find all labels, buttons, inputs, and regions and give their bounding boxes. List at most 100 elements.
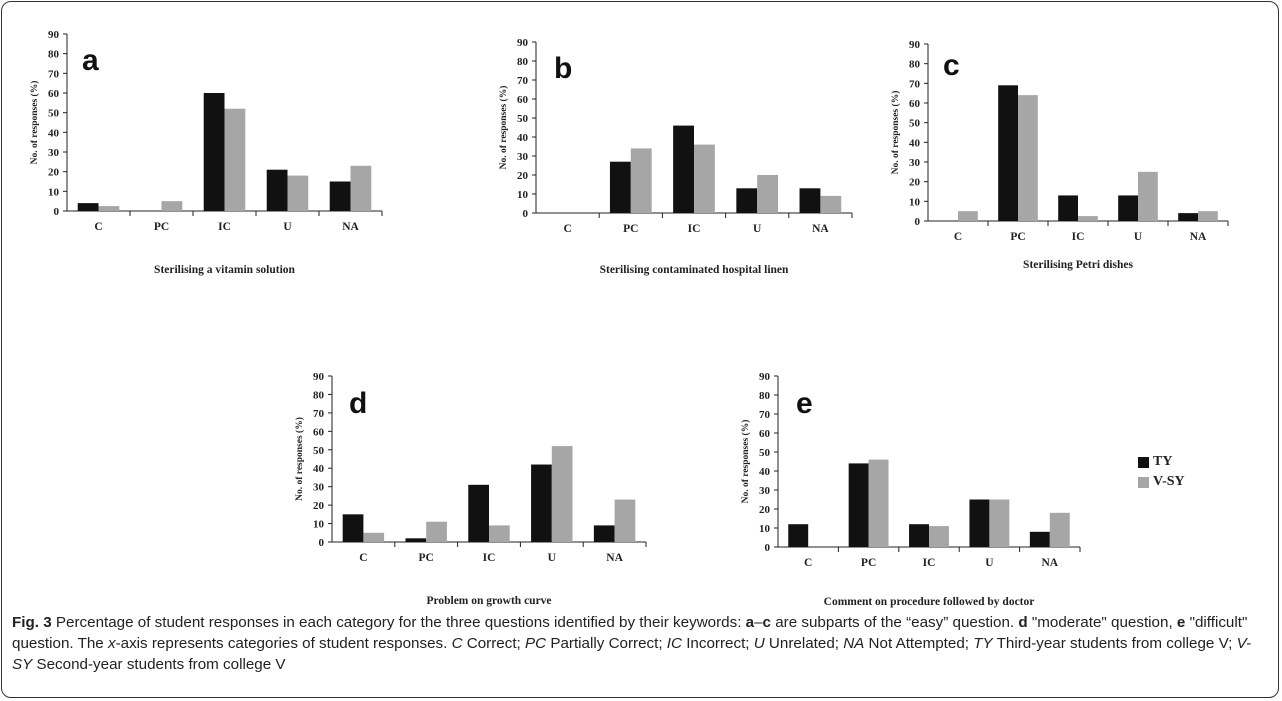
chart-title: Problem on growth curve [426, 595, 551, 607]
x-tick-label: C [804, 557, 812, 569]
bar-ty-pc [405, 538, 427, 542]
y-tick-label: 90 [517, 37, 529, 49]
caption-def-c: Correct; [462, 635, 525, 652]
y-tick-label: 80 [48, 49, 60, 61]
caption-def-vsy: Second-year students from college V [32, 656, 286, 673]
y-tick-label: 70 [313, 408, 325, 420]
x-tick-label: C [954, 231, 962, 243]
y-tick-label: 30 [48, 147, 60, 159]
y-tick-label: 0 [319, 537, 325, 549]
y-tick-label: 10 [48, 186, 60, 198]
bar-ty-ic [673, 125, 694, 213]
bar-v-sy-pc [1018, 95, 1038, 221]
y-tick-label: 70 [48, 68, 60, 80]
chart-title: Sterilising a vitamin solution [154, 264, 295, 276]
legend-label-ty: TY [1153, 454, 1173, 469]
x-tick-label: U [283, 221, 292, 233]
y-tick-label: 40 [517, 132, 529, 144]
bar-v-sy-c [98, 206, 120, 211]
x-tick-label: C [94, 221, 102, 233]
y-tick-label: 40 [909, 137, 921, 149]
panel-letter-c: c [943, 49, 960, 82]
bar-ty-u [1118, 195, 1138, 221]
bar-ty-pc [998, 85, 1018, 221]
x-tick-label: NA [1041, 557, 1058, 569]
bar-v-sy-u [989, 499, 1010, 547]
y-tick-label: 20 [313, 500, 325, 512]
legend-swatch-ty [1138, 456, 1149, 468]
y-tick-label: 20 [48, 167, 60, 179]
y-tick-label: 50 [313, 445, 325, 457]
bar-v-sy-pc [630, 148, 652, 213]
bar-v-sy-na [350, 165, 372, 211]
y-tick-label: 30 [517, 151, 529, 163]
bar-ty-pc [609, 161, 631, 213]
y-tick-label: 70 [517, 75, 529, 87]
y-tick-label: 10 [517, 189, 529, 201]
legend-item-vsy: V-SY [1138, 472, 1185, 492]
x-tick-label: C [563, 223, 571, 235]
panel-letter-e: e [796, 387, 813, 420]
y-tick-label: 90 [48, 29, 60, 41]
bar-ty-ic [203, 93, 225, 211]
figure-panels: 0 10 20 30 40 50 60 70 80 90 C PC IC U NA No. of respon… [29, 29, 1229, 608]
chart-panel-e: 0 10 20 30 40 50 60 70 80 90 C PC IC U NA No. of respon… [740, 371, 1081, 608]
caption-def-u: Unrelated; [764, 635, 844, 652]
bar-v-sy-pc [161, 201, 183, 211]
y-tick-label: 40 [313, 463, 325, 475]
bar-v-sy-ic [224, 108, 246, 211]
caption-c-label: c [762, 614, 771, 631]
bar-ty-c [788, 524, 809, 547]
figure-caption: Fig. 3 Percentage of student responses i… [12, 612, 1267, 675]
y-tick-label: 50 [48, 108, 60, 120]
bar-ty-ic [468, 484, 489, 542]
bar-v-sy-pc [426, 521, 447, 542]
y-tick-label: 40 [48, 127, 60, 139]
y-tick-label: 30 [909, 157, 921, 169]
chart-panel-a: 0 10 20 30 40 50 60 70 80 90 C PC IC U NA No. of respon… [29, 29, 383, 276]
bar-ty-na [1178, 213, 1198, 221]
caption-text-2: are subparts of the “easy” question. [771, 614, 1019, 631]
y-tick-label: 60 [517, 94, 529, 106]
y-axis-label: No. of responses (%) [740, 420, 751, 504]
caption-dash: – [754, 614, 763, 631]
bar-v-sy-c [363, 532, 385, 542]
y-tick-label: 10 [313, 519, 325, 531]
bar-ty-u [266, 169, 288, 211]
bar-v-sy-u [1138, 171, 1158, 221]
x-tick-label: U [1134, 231, 1143, 243]
legend-label-vsy: V-SY [1153, 474, 1185, 489]
chart-title: Sterilising Petri dishes [1023, 259, 1133, 271]
caption-def-na: Not Attempted; [864, 635, 974, 652]
chart-panel-d: 0 10 20 30 40 50 60 70 80 90 C PC IC U NA No. of respon… [294, 371, 647, 607]
x-tick-label: PC [1010, 231, 1025, 243]
caption-text-5: -axis represents categories of student r… [115, 635, 452, 652]
bar-v-sy-na [614, 499, 636, 542]
bar-ty-na [593, 525, 615, 542]
bar-ty-na [329, 181, 351, 211]
bar-v-sy-na [1049, 512, 1070, 547]
bar-v-sy-u [551, 446, 573, 542]
y-tick-label: 30 [759, 485, 771, 497]
x-tick-label: U [548, 552, 557, 564]
caption-abbr-pc: PC [525, 635, 547, 652]
y-tick-label: 50 [909, 118, 921, 130]
caption-abbr-u: U [753, 635, 765, 652]
y-tick-label: 10 [759, 523, 771, 535]
x-tick-label: NA [1190, 231, 1207, 243]
bar-v-sy-c [958, 211, 978, 221]
caption-abbr-ty: TY [973, 635, 993, 652]
caption-text-1: Percentage of student responses in each … [51, 614, 746, 631]
caption-abbr-c: C [451, 635, 463, 652]
y-tick-label: 0 [915, 216, 921, 228]
y-tick-label: 20 [759, 504, 771, 516]
y-tick-label: 80 [313, 389, 325, 401]
bar-v-sy-ic [489, 525, 510, 542]
x-tick-label: NA [606, 552, 623, 564]
y-tick-label: 70 [909, 78, 921, 90]
y-axis-label: No. of responses (%) [29, 81, 40, 165]
y-tick-label: 60 [909, 98, 921, 110]
y-tick-label: 80 [759, 390, 771, 402]
caption-abbr-ic: IC [666, 635, 682, 652]
